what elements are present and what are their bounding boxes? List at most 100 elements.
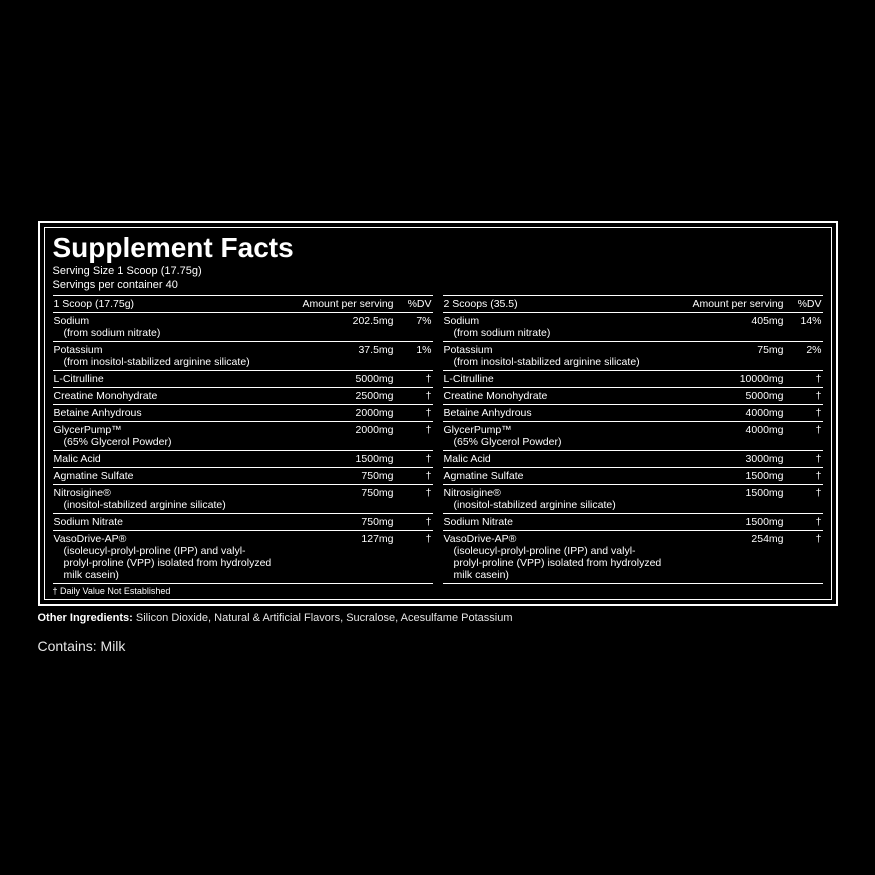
- ingredient-name: Agmatine Sulfate: [444, 470, 524, 482]
- ingredient-name: Nitrosigine®: [54, 487, 111, 499]
- facts-table-1: 1 Scoop (17.75g) Amount per serving %DV …: [53, 295, 433, 584]
- ingredient-name-cell: Malic Acid: [443, 451, 663, 468]
- table-row: Betaine Anhydrous2000mg†: [53, 405, 433, 422]
- other-ingredients-text: Silicon Dioxide, Natural & Artificial Fl…: [133, 612, 513, 624]
- serving-size: Serving Size 1 Scoop (17.75g): [53, 264, 823, 278]
- ingredient-subtext: (65% Glycerol Powder): [54, 436, 272, 448]
- ingredient-subtext: (isoleucyl-prolyl-proline (IPP) and valy…: [54, 545, 272, 581]
- ingredient-dv: †: [785, 468, 823, 485]
- table-row: Nitrosigine®(inositol-stabilized arginin…: [53, 485, 433, 514]
- ingredient-amount: 3000mg: [663, 451, 785, 468]
- facts-tbody-1: Sodium(from sodium nitrate)202.5mg7%Pota…: [53, 313, 433, 584]
- ingredient-name-cell: Sodium(from sodium nitrate): [443, 313, 663, 342]
- ingredient-amount: 4000mg: [663, 422, 785, 451]
- ingredient-name-cell: Betaine Anhydrous: [53, 405, 273, 422]
- ingredient-dv: †: [785, 388, 823, 405]
- table-row: VasoDrive-AP®(isoleucyl-prolyl-proline (…: [443, 531, 823, 584]
- ingredient-dv: †: [395, 514, 433, 531]
- ingredient-dv: †: [395, 405, 433, 422]
- table-row: Sodium Nitrate 1500mg†: [443, 514, 823, 531]
- ingredient-dv: †: [395, 531, 433, 584]
- ingredient-amount: 750mg: [273, 514, 395, 531]
- ingredient-name: Creatine Monohydrate: [444, 390, 548, 402]
- ingredient-name-cell: Potassium(from inositol-stabilized argin…: [53, 342, 273, 371]
- ingredient-name: VasoDrive-AP®: [54, 533, 127, 545]
- ingredient-dv: †: [785, 405, 823, 422]
- table-row: Betaine Anhydrous 4000mg†: [443, 405, 823, 422]
- ingredient-name-cell: Creatine Monohydrate: [53, 388, 273, 405]
- ingredient-name: Sodium Nitrate: [444, 516, 513, 528]
- ingredient-amount: 254mg: [663, 531, 785, 584]
- table-row: Nitrosigine®(inositol-stabilized arginin…: [443, 485, 823, 514]
- ingredient-amount: 750mg: [273, 485, 395, 514]
- ingredient-amount: 127mg: [273, 531, 395, 584]
- ingredient-name: Agmatine Sulfate: [54, 470, 134, 482]
- ingredient-amount: 2500mg: [273, 388, 395, 405]
- facts-column-1: 1 Scoop (17.75g) Amount per serving %DV …: [53, 295, 433, 584]
- ingredient-name: Betaine Anhydrous: [444, 407, 532, 419]
- ingredient-name: Malic Acid: [444, 453, 491, 465]
- ingredient-amount: 75mg: [663, 342, 785, 371]
- ingredient-amount: 10000mg: [663, 371, 785, 388]
- table-row: Potassium(from inositol-stabilized argin…: [53, 342, 433, 371]
- contains-allergen: Contains: Milk: [38, 638, 838, 654]
- ingredient-dv: †: [395, 451, 433, 468]
- ingredient-dv: 14%: [785, 313, 823, 342]
- ingredient-dv: †: [785, 485, 823, 514]
- col-header-dv: %DV: [785, 296, 823, 313]
- ingredient-dv: †: [785, 422, 823, 451]
- ingredient-amount: 202.5mg: [273, 313, 395, 342]
- ingredient-amount: 1500mg: [663, 485, 785, 514]
- col-header-scoop: 2 Scoops (35.5): [443, 296, 663, 313]
- table-row: L-Citrulline5000mg†: [53, 371, 433, 388]
- inner-border: Supplement Facts Serving Size 1 Scoop (1…: [44, 227, 832, 601]
- table-row: L-Citrulline10000mg†: [443, 371, 823, 388]
- table-row: Malic Acid1500mg†: [53, 451, 433, 468]
- servings-per-container: Servings per container 40: [53, 278, 823, 292]
- ingredient-name-cell: Sodium Nitrate: [53, 514, 273, 531]
- col-header-dv: %DV: [395, 296, 433, 313]
- ingredient-dv: 2%: [785, 342, 823, 371]
- ingredient-dv: †: [395, 485, 433, 514]
- table-row: GlycerPump™(65% Glycerol Powder)4000mg†: [443, 422, 823, 451]
- ingredient-subtext: (inositol-stabilized arginine silicate): [444, 499, 662, 511]
- ingredient-dv: 7%: [395, 313, 433, 342]
- ingredient-name-cell: GlycerPump™(65% Glycerol Powder): [53, 422, 273, 451]
- ingredient-subtext: (isoleucyl-prolyl-proline (IPP) and valy…: [444, 545, 662, 581]
- ingredient-name-cell: Creatine Monohydrate: [443, 388, 663, 405]
- ingredient-amount: 2000mg: [273, 422, 395, 451]
- dv-footnote: † Daily Value Not Established: [53, 584, 823, 597]
- ingredient-name-cell: Sodium Nitrate: [443, 514, 663, 531]
- table-row: Sodium Nitrate750mg†: [53, 514, 433, 531]
- ingredient-name-cell: Betaine Anhydrous: [443, 405, 663, 422]
- facts-table-2: 2 Scoops (35.5) Amount per serving %DV S…: [443, 295, 823, 584]
- serving-info: Serving Size 1 Scoop (17.75g) Servings p…: [53, 264, 823, 293]
- ingredient-amount: 5000mg: [663, 388, 785, 405]
- ingredient-dv: †: [395, 468, 433, 485]
- table-row: GlycerPump™(65% Glycerol Powder)2000mg†: [53, 422, 433, 451]
- outer-border: Supplement Facts Serving Size 1 Scoop (1…: [38, 221, 838, 607]
- col-header-amount: Amount per serving: [273, 296, 395, 313]
- other-ingredients-label: Other Ingredients:: [38, 612, 133, 624]
- ingredient-amount: 37.5mg: [273, 342, 395, 371]
- ingredient-name-cell: Nitrosigine®(inositol-stabilized arginin…: [443, 485, 663, 514]
- ingredient-name-cell: Potassium(from inositol-stabilized argin…: [443, 342, 663, 371]
- ingredient-name-cell: L-Citrulline: [53, 371, 273, 388]
- ingredient-subtext: (from sodium nitrate): [444, 327, 662, 339]
- ingredient-amount: 1500mg: [663, 514, 785, 531]
- table-row: Malic Acid 3000mg†: [443, 451, 823, 468]
- col-header-scoop: 1 Scoop (17.75g): [53, 296, 273, 313]
- table-row: Creatine Monohydrate2500mg†: [53, 388, 433, 405]
- supplement-facts-wrapper: Supplement Facts Serving Size 1 Scoop (1…: [38, 221, 838, 655]
- table-row: Agmatine Sulfate750mg†: [53, 468, 433, 485]
- ingredient-dv: †: [395, 422, 433, 451]
- ingredient-name-cell: Agmatine Sulfate: [53, 468, 273, 485]
- ingredient-dv: †: [785, 451, 823, 468]
- ingredient-dv: †: [785, 514, 823, 531]
- ingredient-dv: †: [395, 371, 433, 388]
- ingredient-amount: 4000mg: [663, 405, 785, 422]
- facts-tbody-2: Sodium(from sodium nitrate)405mg14%Potas…: [443, 313, 823, 584]
- ingredient-subtext: (from sodium nitrate): [54, 327, 272, 339]
- table-row: Agmatine Sulfate1500mg†: [443, 468, 823, 485]
- ingredient-name: GlycerPump™: [54, 424, 122, 436]
